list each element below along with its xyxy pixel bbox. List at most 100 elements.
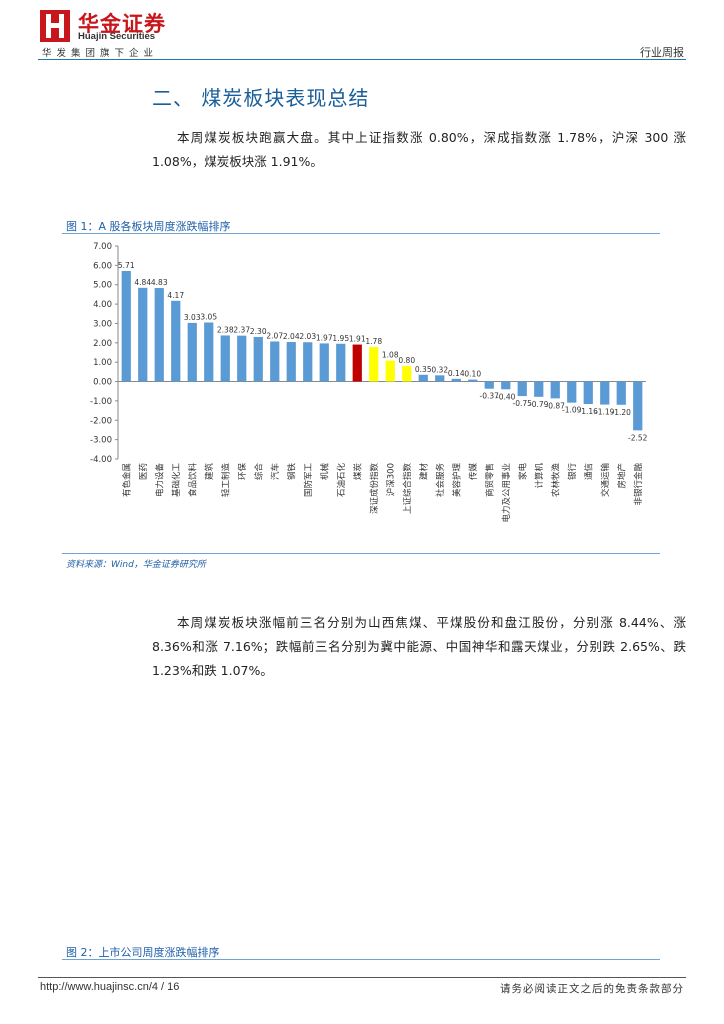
y-tick-label: 5.00 <box>93 281 112 291</box>
y-tick-label: 1.00 <box>93 358 112 368</box>
category-label: 上证综合指数 <box>402 463 413 515</box>
bar-24 <box>501 381 511 390</box>
data-label: 2.04 <box>283 332 300 341</box>
data-label: 1.78 <box>365 337 382 346</box>
category-label: 电力及公用事业 <box>501 463 512 523</box>
bar-18 <box>402 366 412 382</box>
data-label: 3.03 <box>184 313 201 322</box>
data-label: 4.17 <box>167 291 184 300</box>
category-label: 通信 <box>583 463 594 481</box>
data-label: -1.09 <box>562 406 582 415</box>
bar-8 <box>237 335 247 382</box>
brand-slogan: 华发集团旗下企业 <box>42 48 159 59</box>
y-tick-label: 6.00 <box>93 261 112 271</box>
bar-21 <box>451 378 461 382</box>
category-label: 非银行金融 <box>633 463 644 506</box>
data-label: 0.35 <box>415 365 432 374</box>
category-label: 汽车 <box>270 463 281 480</box>
category-label: 有色金属 <box>121 463 132 497</box>
bar-5 <box>187 322 197 382</box>
y-tick-label: -4.00 <box>90 455 112 465</box>
data-label: -1.20 <box>612 408 632 417</box>
data-label: -1.19 <box>595 408 615 417</box>
category-label: 商贸零售 <box>484 463 495 497</box>
category-label: 建筑 <box>204 463 215 481</box>
huajin-logo-icon <box>40 10 70 42</box>
bar-11 <box>286 342 296 382</box>
category-label: 传媒 <box>468 463 479 481</box>
category-label: 深证成份指数 <box>369 463 380 515</box>
category-label: 沪深300 <box>385 463 396 496</box>
data-label: 0.80 <box>398 356 415 365</box>
bar-9 <box>253 337 263 382</box>
category-label: 建材 <box>418 463 429 481</box>
category-label: 基础化工 <box>171 463 182 498</box>
figure1-title: 图 1：A 股各板块周度涨跌幅排序 <box>66 220 231 233</box>
bar-4 <box>171 300 181 382</box>
data-label: 2.30 <box>250 327 267 336</box>
bar-31 <box>616 381 626 405</box>
category-label: 家电 <box>517 463 528 481</box>
data-label: 1.97 <box>316 333 333 342</box>
data-label: -0.79 <box>529 400 549 409</box>
data-label: 0.14 <box>448 369 465 378</box>
data-label: 3.05 <box>200 312 217 321</box>
header-divider <box>38 59 686 60</box>
section-title: 二、 煤炭板块表现总结 <box>152 86 370 110</box>
bar-20 <box>435 375 445 382</box>
category-label: 综合 <box>253 463 264 481</box>
bar-7 <box>220 335 230 382</box>
data-label: 0.10 <box>464 370 481 379</box>
category-label: 煤炭 <box>352 463 363 481</box>
figure2-top-rule <box>62 959 660 960</box>
data-label: -0.87 <box>546 401 566 410</box>
sector-weekly-change-chart: 7.00 6.00 5.00 4.00 3.00 2.00 1.00 0.00 -1.00 -2.… <box>90 242 648 523</box>
data-label: 2.03 <box>299 332 316 341</box>
y-tick-label: -1.00 <box>90 397 112 407</box>
bar-29 <box>583 381 593 405</box>
data-label: -1.16 <box>579 407 599 416</box>
figure1-source: 资料来源：Wind，华金证券研究所 <box>66 560 206 570</box>
bar-30 <box>600 381 610 405</box>
bar-10 <box>270 341 280 382</box>
data-label: -0.75 <box>513 399 533 408</box>
category-label: 环保 <box>237 463 248 481</box>
y-tick-label: -2.00 <box>90 416 112 426</box>
bar-32 <box>633 381 643 431</box>
category-label: 轻工制造 <box>220 463 231 498</box>
category-label: 机械 <box>319 463 330 481</box>
category-label: 医药 <box>138 463 149 480</box>
category-label: 银行 <box>567 463 578 481</box>
data-label: 0.32 <box>431 365 448 374</box>
category-label: 社会服务 <box>435 463 446 498</box>
data-label: 2.37 <box>233 326 250 335</box>
bar-6 <box>204 322 214 382</box>
footer-divider <box>38 977 686 978</box>
category-label: 农林牧渔 <box>550 463 561 498</box>
footer-url-page[interactable]: http://www.huajinsc.cn/4 / 16 <box>40 981 180 993</box>
data-label: -0.37 <box>480 392 500 401</box>
data-label: 5.71 <box>118 261 135 270</box>
y-tick-label: 4.00 <box>93 300 112 310</box>
data-label: -0.40 <box>496 392 516 401</box>
bar-16 <box>369 347 379 382</box>
data-label: 2.07 <box>266 331 283 340</box>
bar-15 <box>352 344 362 382</box>
data-label: -2.52 <box>628 433 648 442</box>
data-label: 4.83 <box>151 278 168 287</box>
data-label: 1.91 <box>349 335 366 344</box>
bar-27 <box>550 381 560 399</box>
brand-name-en: Huajin Securities <box>78 31 156 42</box>
y-tick-label: 3.00 <box>93 319 112 329</box>
footer-disclaimer: 请务必阅读正文之后的免责条款部分 <box>500 983 684 995</box>
brand-name-cn: 华金证券 <box>78 12 166 36</box>
category-label: 钢铁 <box>286 463 297 481</box>
category-label: 计算机 <box>534 463 545 489</box>
figure1-bottom-rule <box>62 553 660 554</box>
data-label: 1.95 <box>332 334 349 343</box>
category-label: 电力设备 <box>154 463 165 498</box>
bar-1 <box>121 270 131 382</box>
y-tick-label: 2.00 <box>93 339 112 349</box>
bar-3 <box>154 288 164 382</box>
y-tick-label: -3.00 <box>90 436 112 446</box>
